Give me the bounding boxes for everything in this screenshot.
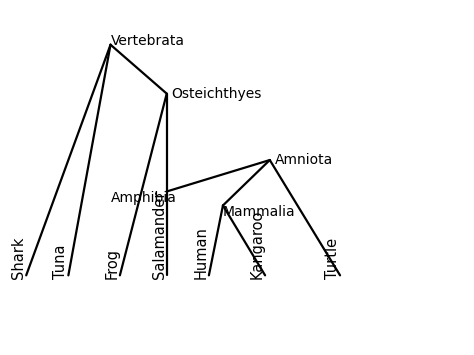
Text: Kangaroo: Kangaroo [250, 209, 265, 279]
Text: Human: Human [194, 226, 209, 279]
Text: Amniota: Amniota [274, 153, 333, 167]
Text: Salamander: Salamander [152, 190, 167, 279]
Text: Turtle: Turtle [325, 238, 340, 279]
Text: Vertebrata: Vertebrata [110, 34, 184, 48]
Text: Tuna: Tuna [54, 244, 68, 279]
Text: Shark: Shark [11, 236, 26, 279]
Text: Mammalia: Mammalia [223, 206, 296, 219]
Text: Amphibia: Amphibia [110, 191, 176, 206]
Text: Osteichthyes: Osteichthyes [172, 87, 262, 100]
Text: Frog: Frog [105, 248, 120, 279]
